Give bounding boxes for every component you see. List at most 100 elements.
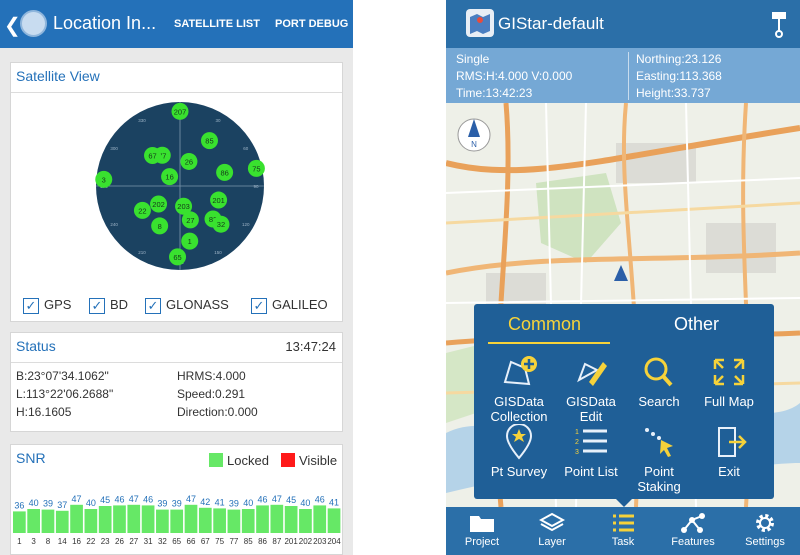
time-value: Time:13:42:23 [456, 86, 533, 100]
tab-common[interactable]: Common [508, 314, 582, 334]
gear-icon [756, 514, 774, 532]
snr-value-label: 39 [157, 499, 167, 509]
project-title: GIStar-default [498, 14, 604, 33]
filter-bd[interactable]: ✓ BD [89, 297, 128, 317]
snr-value-label: 40 [29, 498, 39, 508]
snr-prn-label: 22 [86, 537, 95, 546]
snr-bar [156, 509, 169, 533]
sky-compass-label: 150 [214, 250, 222, 255]
menu-gisdata-edit[interactable]: GISData Edit [554, 354, 628, 424]
exit-icon [718, 427, 747, 457]
satellite-marker[interactable] [212, 215, 230, 233]
solution-status: Single [456, 52, 490, 66]
filter-gps[interactable]: ✓ GPS [23, 297, 71, 317]
satellite-marker[interactable] [181, 211, 199, 229]
nav-settings[interactable]: Settings [730, 512, 800, 548]
nav-features[interactable]: Features [658, 512, 728, 548]
satellite-marker[interactable] [95, 170, 113, 188]
snr-value-label: 40 [86, 498, 96, 508]
rms-value: RMS:H:4.000 V:0.000 [456, 69, 573, 83]
tab-port-debug[interactable]: PORT DEBUG [275, 18, 349, 30]
satellite-prn-label: 202 [152, 200, 165, 209]
full-map-icon [713, 358, 745, 386]
checkbox-icon[interactable]: ✓ [251, 297, 267, 314]
snr-value-label: 46 [143, 494, 153, 504]
gis-data-collection-icon [503, 356, 537, 386]
checkbox-icon[interactable]: ✓ [89, 297, 105, 314]
tab-satellite-list[interactable]: SATELLITE LIST [174, 18, 260, 30]
satellite-marker[interactable] [181, 232, 199, 250]
satellite-marker[interactable] [150, 195, 168, 213]
main-menu-popup: Common Other GISData Collection GISData … [474, 304, 774, 499]
satellite-marker[interactable] [144, 146, 162, 164]
satellite-marker[interactable] [161, 168, 179, 186]
snr-prn-label: 204 [327, 537, 341, 546]
hrms-value: HRMS:4.000 [177, 369, 246, 383]
filter-glonass[interactable]: ✓ GLONASS [145, 297, 229, 317]
snr-bar [27, 509, 41, 533]
snr-bar [13, 511, 26, 533]
satellite-marker[interactable] [151, 217, 169, 235]
satellite-marker[interactable] [175, 197, 193, 215]
menu-exit[interactable]: Exit [692, 424, 766, 479]
page-title: Location In... [53, 13, 157, 33]
sky-plot: 0306090120150180210240270300330207857767… [95, 102, 265, 270]
snr-value-label: 40 [300, 498, 310, 508]
menu-full-map[interactable]: Full Map [692, 354, 766, 409]
menu-point-staking[interactable]: Point Staking [622, 424, 696, 494]
snr-prn-label: 203 [313, 537, 327, 546]
checkbox-icon[interactable]: ✓ [145, 297, 161, 314]
back-icon[interactable]: ❮ [4, 15, 21, 37]
svg-text:1: 1 [575, 429, 579, 436]
speed-value: Speed:0.291 [177, 387, 246, 401]
snr-title: SNR [16, 450, 46, 466]
compass-north-label: N [471, 140, 477, 149]
snr-prn-label: 23 [101, 537, 110, 546]
satellite-marker[interactable] [180, 152, 198, 170]
nav-project[interactable]: Project [447, 512, 517, 548]
locked-swatch [209, 453, 223, 467]
snr-prn-label: 66 [187, 537, 196, 546]
tab-other[interactable]: Other [674, 314, 720, 334]
snr-bar [284, 506, 298, 533]
snr-bar [227, 509, 241, 533]
snr-bar [213, 508, 226, 533]
satellite-marker[interactable] [133, 201, 151, 219]
point-staking-icon [645, 428, 673, 457]
top-app-bar: ❮ Location In... SATELLITE LIST PORT DEB… [0, 0, 353, 48]
position-info-panel: Single RMS:H:4.000 V:0.000 Time:13:42:23… [446, 48, 800, 103]
nav-task[interactable]: Task [588, 512, 658, 548]
checkbox-icon[interactable]: ✓ [23, 297, 39, 314]
menu-pt-survey[interactable]: Pt Survey [482, 424, 556, 479]
snr-bar [127, 504, 141, 533]
active-tab-indicator [488, 342, 610, 344]
constellation-filters: ✓ GPS ✓ BD ✓ GLONASS ✓ GALILEO [23, 297, 343, 317]
filter-galileo[interactable]: ✓ GALILEO [251, 297, 328, 317]
position-marker [614, 265, 628, 281]
snr-prn-label: 27 [129, 537, 138, 546]
satellite-marker[interactable] [169, 248, 187, 266]
gnss-antenna-icon[interactable] [768, 10, 790, 38]
nav-layer[interactable]: Layer [517, 512, 587, 548]
satellite-marker[interactable] [247, 159, 265, 177]
snr-value-label: 36 [14, 500, 24, 510]
satellite-marker[interactable] [171, 102, 189, 120]
snr-bar [184, 504, 198, 533]
satellite-marker[interactable] [210, 191, 228, 209]
snr-prn-label: 14 [58, 537, 67, 546]
menu-search[interactable]: Search [622, 354, 696, 409]
snr-value-label: 47 [72, 494, 82, 504]
menu-gisdata-collection[interactable]: GISData Collection [482, 354, 556, 424]
satellite-prn-label: 203 [177, 202, 190, 211]
snr-bar [170, 509, 184, 533]
satellite-marker[interactable] [200, 132, 218, 150]
snr-value-label: 39 [43, 499, 53, 509]
satellite-marker[interactable] [216, 163, 234, 181]
snr-bar [241, 509, 255, 533]
satellite-prn-label: 67 [148, 151, 156, 160]
app-logo [20, 10, 47, 37]
sky-compass-label: 210 [138, 250, 146, 255]
features-icon [681, 513, 705, 533]
snr-bar [299, 509, 312, 533]
